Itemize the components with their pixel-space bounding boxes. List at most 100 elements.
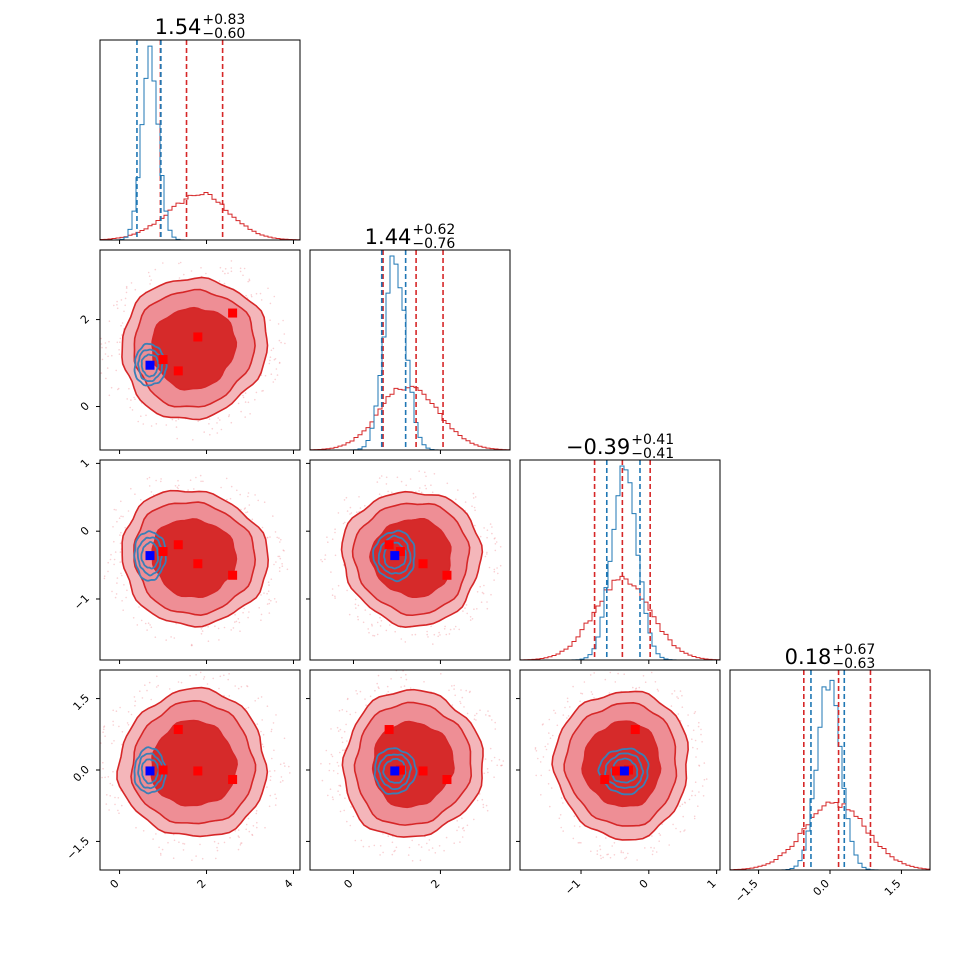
title-plus-3: +0.41 bbox=[631, 432, 674, 448]
marker-red-4-2-1 bbox=[395, 765, 405, 775]
title-minus-1: −0.60 bbox=[202, 26, 245, 42]
marker-red-3-2-2 bbox=[384, 540, 394, 550]
pair-panel-4-2 bbox=[306, 669, 511, 874]
contour-blue-4-2-1 bbox=[373, 747, 418, 795]
xtick-label-1-1: 0 bbox=[108, 877, 122, 891]
marker-red-4-3-4 bbox=[600, 775, 610, 785]
ytick-label-2-2: 2 bbox=[78, 312, 92, 326]
xtick-label-4-2: 0.0 bbox=[811, 877, 833, 899]
title-plus-2: +0.62 bbox=[412, 222, 455, 238]
title-value-2: 1.44 bbox=[365, 225, 412, 249]
ytick-label-2-1: 0 bbox=[78, 399, 92, 413]
contour-outer-4-3 bbox=[551, 690, 689, 841]
pair-panel-3-1 bbox=[96, 459, 301, 664]
marker-blue-4-1 bbox=[145, 766, 155, 776]
marker-red-4-2-4 bbox=[442, 775, 452, 785]
marker-red-2-1-1 bbox=[158, 355, 168, 365]
hist-blue-1 bbox=[100, 45, 300, 240]
xtick-label-1-3: 4 bbox=[281, 877, 295, 891]
contour-blue-2-1-2 bbox=[137, 348, 164, 383]
marker-red-4-1-3 bbox=[193, 766, 203, 776]
marker-red-4-3-2 bbox=[630, 725, 640, 735]
contour-blue-4-3-1 bbox=[597, 747, 650, 796]
contour-blue-3-1-2 bbox=[136, 536, 163, 577]
marker-red-3-2-1 bbox=[395, 547, 405, 557]
xtick-label-3-3: 1 bbox=[705, 877, 719, 891]
hist-red-3 bbox=[520, 575, 720, 660]
hist-red-1 bbox=[100, 191, 300, 240]
marker-red-2-1-4 bbox=[228, 308, 238, 318]
ytick-label-3-1: −1 bbox=[71, 592, 92, 613]
ytick-label-4-1: −1.5 bbox=[64, 834, 92, 862]
panel-title-3: −0.39 +0.41−0.41 bbox=[566, 432, 674, 462]
contour-inner-3-1 bbox=[151, 518, 238, 598]
title-plus-4: +0.67 bbox=[832, 642, 875, 658]
contour-blue-4-1-2 bbox=[137, 752, 164, 790]
hist-red-4 bbox=[730, 801, 930, 870]
hist-blue-3 bbox=[520, 465, 720, 660]
title-plus-1: +0.83 bbox=[202, 12, 245, 28]
ytick-label-4-2: 0.0 bbox=[71, 763, 93, 785]
marker-red-4-3-3 bbox=[611, 766, 621, 776]
contour-inner-4-3 bbox=[581, 720, 662, 808]
contour-outer-3-2 bbox=[340, 490, 484, 628]
marker-red-3-2-4 bbox=[442, 570, 452, 580]
title-minus-2: −0.76 bbox=[412, 236, 455, 252]
contour-blue-3-1-3 bbox=[140, 541, 159, 570]
marker-red-4-1-1 bbox=[158, 765, 168, 775]
xtick-label-2-1: 0 bbox=[341, 877, 355, 891]
panel-title-4: 0.18 +0.67−0.63 bbox=[785, 642, 876, 672]
title-minus-3: −0.41 bbox=[631, 446, 674, 462]
frame-pair-3-1 bbox=[99, 459, 301, 661]
marker-blue-3-2 bbox=[390, 551, 400, 561]
contour-outer-2-1 bbox=[121, 276, 269, 421]
ytick-label-4-3: 1.5 bbox=[71, 692, 93, 714]
marker-blue-2-1 bbox=[145, 360, 155, 370]
contour-outer-4-2 bbox=[341, 688, 484, 838]
panels-group: 1.54 +0.83−0.601.44 +0.62−0.76−0.39 +0.41−0… bbox=[64, 12, 931, 905]
contour-blue-3-2-1 bbox=[372, 529, 416, 583]
hist-blue-4 bbox=[730, 679, 930, 870]
marker-red-4-1-2 bbox=[173, 725, 183, 735]
frame-hist-2 bbox=[309, 249, 511, 451]
xtick-label-3-2: 0 bbox=[637, 877, 651, 891]
contour-blue-3-2-3 bbox=[383, 541, 407, 570]
frame-pair-3-2 bbox=[309, 459, 511, 661]
marker-blue-4-3 bbox=[619, 766, 629, 776]
marker-blue-4-2 bbox=[390, 766, 400, 776]
frame-hist-1 bbox=[99, 39, 301, 241]
contour-blue-3-1-1 bbox=[133, 530, 167, 582]
xtick-label-4-1: −1.5 bbox=[733, 877, 761, 905]
ytick-label-3-3: 1 bbox=[78, 456, 92, 470]
marker-red-3-1-4 bbox=[228, 570, 238, 580]
marker-red-4-2-2 bbox=[384, 725, 394, 735]
marker-red-3-1-2 bbox=[173, 540, 183, 550]
xtick-label-2-2: 2 bbox=[428, 877, 442, 891]
frame-pair-2-1 bbox=[99, 249, 301, 451]
title-value-4: 0.18 bbox=[785, 645, 832, 669]
hist-panel-4: 0.18 +0.67−0.63 bbox=[729, 642, 931, 874]
contour-blue-4-3-2 bbox=[604, 752, 645, 789]
marker-blue-3-1 bbox=[145, 551, 155, 561]
pair-panel-4-1 bbox=[96, 669, 301, 874]
panel-title-2: 1.44 +0.62−0.76 bbox=[365, 222, 456, 252]
ytick-label-3-2: 0 bbox=[78, 524, 92, 538]
marker-red-3-2-3 bbox=[418, 559, 428, 569]
contour-blue-2-1-3 bbox=[140, 353, 160, 378]
title-value-3: −0.39 bbox=[566, 435, 630, 459]
contour-inner-4-2 bbox=[371, 720, 455, 809]
contour-blue-3-2-2 bbox=[377, 534, 412, 575]
hist-red-2 bbox=[310, 385, 510, 450]
title-minus-4: −0.63 bbox=[832, 656, 875, 672]
contour-blue-4-1-1 bbox=[133, 746, 167, 795]
contour-blue-4-2-3 bbox=[382, 757, 407, 784]
hist-panel-1: 1.54 +0.83−0.60 bbox=[99, 12, 301, 244]
frame-hist-3 bbox=[519, 459, 721, 661]
pair-panel-3-2 bbox=[306, 459, 511, 664]
hist-panel-2: 1.44 +0.62−0.76 bbox=[309, 222, 511, 454]
marker-red-2-1-3 bbox=[193, 332, 203, 342]
contour-blue-4-1-3 bbox=[140, 758, 160, 785]
contour-blue-2-1-1 bbox=[133, 342, 168, 387]
xtick-label-1-2: 2 bbox=[195, 877, 209, 891]
